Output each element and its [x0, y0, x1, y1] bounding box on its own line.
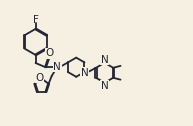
Text: N: N: [53, 62, 61, 72]
Text: N: N: [81, 68, 89, 78]
Text: N: N: [101, 55, 108, 65]
Text: O: O: [35, 73, 44, 83]
Text: F: F: [33, 15, 39, 25]
Text: N: N: [101, 81, 108, 91]
Text: O: O: [46, 48, 54, 58]
